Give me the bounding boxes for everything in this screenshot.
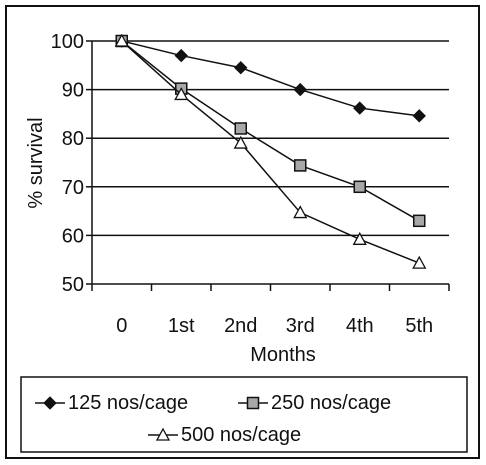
legend-marker-triangle [155,427,171,441]
series-line [121,40,420,117]
data-point-triangle [114,33,129,47]
data-point-diamond [353,101,367,115]
y-tick-label: 90 [62,80,84,102]
x-tick-labels: 0 1st 2nd 3rd 4th 5th [91,284,450,337]
y-tick-label: 80 [62,128,84,150]
series-diamond [115,34,426,123]
series-square [115,34,426,228]
data-point-diamond [174,48,188,63]
y-tick-label: 100 [51,31,84,53]
legend-box [20,376,468,453]
series-lines [114,33,427,269]
axes [91,41,449,285]
chart-frame [5,5,480,459]
x-tick-label: 4th [346,315,374,337]
legend: 125 nos/cage 250 nos/cage 500 nos/cage [20,376,468,453]
data-point-diamond [293,82,307,97]
legend-item: 125 nos/cage [35,392,188,414]
series-triangle [114,33,427,269]
legend-marker-square [246,396,260,410]
data-point-square [353,180,366,194]
legend-item: 500 nos/cage [148,424,301,446]
data-point-square [234,122,247,135]
y-tick-label: 50 [62,274,84,296]
y-tick-labels: 50 60 70 80 90 100 [51,31,84,296]
x-tick-label: 0 [116,315,127,337]
data-point-triangle [233,135,248,149]
legend-label: 125 nos/cage [68,392,188,414]
y-tick-label: 60 [62,225,84,247]
y-tick-label: 70 [62,177,84,199]
y-axis-label: % survival [25,117,47,208]
x-tick-label: 3rd [286,315,315,337]
data-point-triangle [352,231,367,245]
data-point-square [294,159,307,172]
series-line [121,40,420,264]
data-point-diamond [234,61,248,75]
x-axis-label: Months [250,344,316,366]
grid-lines [86,40,449,285]
x-tick-label: 2nd [224,315,257,337]
legend-label: 250 nos/cage [271,392,391,414]
series-line [121,40,420,222]
data-point-triangle [174,87,189,101]
legend-label: 500 nos/cage [181,424,301,446]
data-point-square [413,214,426,228]
data-point-diamond [412,109,426,123]
legend-marker-diamond [43,396,57,410]
data-point-triangle [293,205,308,219]
data-point-triangle [412,255,427,269]
x-tick-label: 5th [405,315,433,337]
x-tick-label: 1st [168,315,195,337]
legend-item: 250 nos/cage [238,392,391,414]
